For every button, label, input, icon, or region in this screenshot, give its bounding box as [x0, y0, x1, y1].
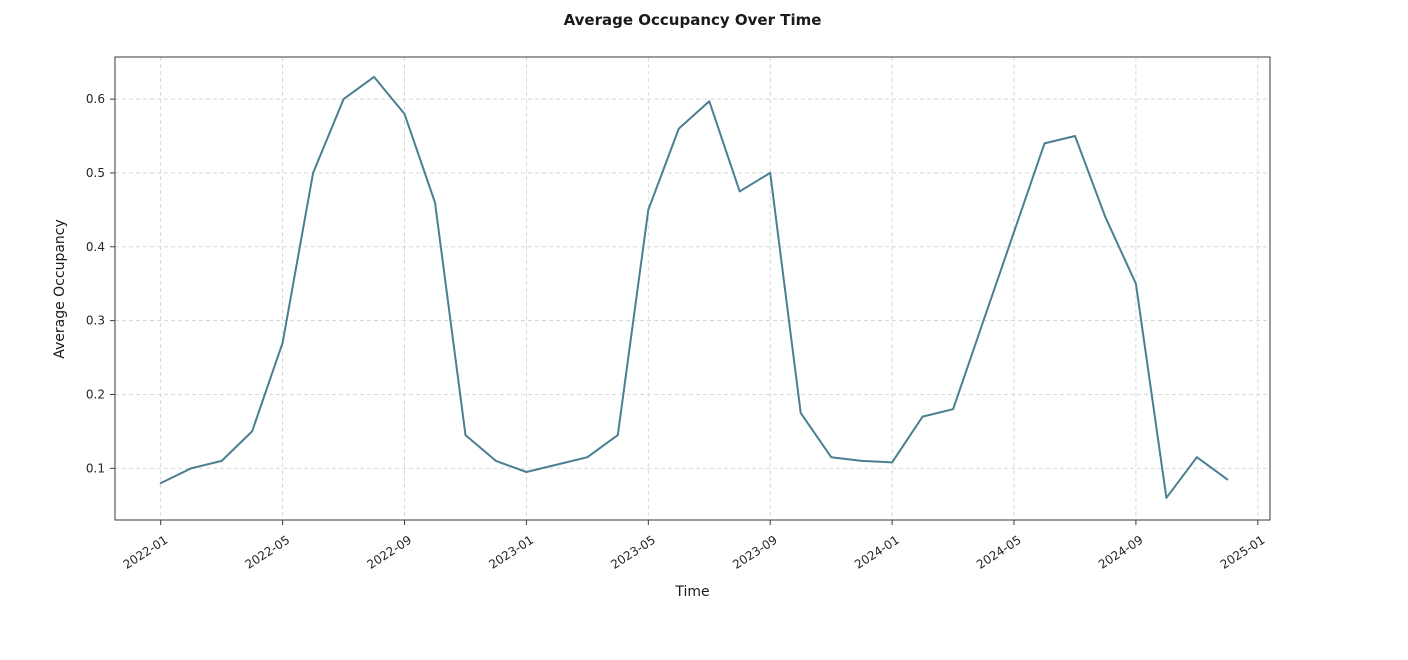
y-tick-label: 0.2: [86, 387, 105, 401]
x-tick-label: 2022-05: [243, 533, 293, 572]
x-tick-label: 2023-01: [486, 533, 536, 572]
x-tick-label: 2023-09: [730, 533, 780, 572]
x-tick-label: 2024-01: [852, 533, 902, 572]
y-tick-label: 0.4: [86, 240, 105, 254]
x-tick-label: 2022-09: [364, 533, 414, 572]
x-tick-label: 2024-09: [1096, 533, 1146, 572]
x-tick-label: 2024-05: [974, 533, 1024, 572]
y-tick-label: 0.3: [86, 314, 105, 328]
x-tick-label: 2022-01: [121, 533, 171, 572]
x-tick-label: 2025-01: [1218, 533, 1268, 572]
y-tick-label: 0.6: [86, 92, 105, 106]
y-tick-label: 0.1: [86, 461, 105, 475]
series-line: [159, 75, 1229, 499]
x-tick-label: 2023-05: [608, 533, 658, 572]
plot-area-border: [114, 56, 1271, 521]
chart-title: Average Occupancy Over Time: [563, 11, 822, 29]
x-axis-label: Time: [675, 584, 710, 600]
y-tick-label: 0.5: [86, 166, 105, 180]
